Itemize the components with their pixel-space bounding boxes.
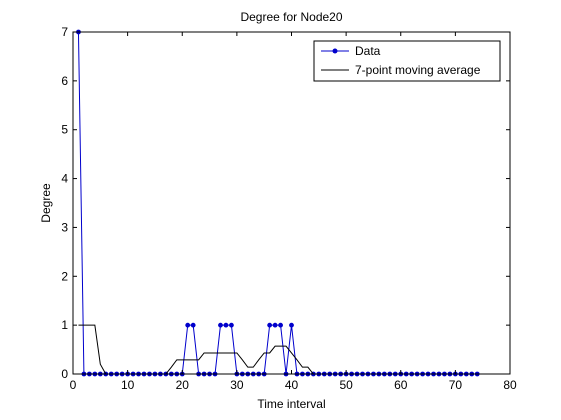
x-tick-label: 50	[339, 378, 353, 392]
data-point	[229, 322, 234, 328]
tick-layer: 0 10 20 30 40 50 60 70 80 0 1 2 3 4 5 6 7	[61, 25, 517, 392]
y-tick-label: 5	[61, 123, 68, 137]
data-point	[278, 322, 283, 328]
data-point	[223, 322, 229, 328]
data-point	[185, 322, 191, 328]
x-tick-label: 40	[285, 378, 299, 392]
legend-marker-data	[332, 48, 338, 54]
data-point	[190, 322, 196, 328]
series-line-moving-average	[78, 324, 478, 375]
x-tick-label: 10	[121, 378, 135, 392]
x-tick-label: 70	[449, 378, 463, 392]
data-point	[267, 322, 273, 328]
x-tick-label: 0	[70, 378, 77, 392]
x-tick-label: 20	[176, 378, 190, 392]
legend: Data 7-point moving average	[313, 40, 501, 82]
legend-label-moving-average: 7-point moving average	[355, 63, 481, 77]
legend-box	[313, 40, 501, 82]
y-tick-label: 1	[61, 318, 68, 332]
chart-title: Degree for Node20	[240, 10, 342, 24]
data-point	[289, 322, 294, 328]
x-axis-label: Time interval	[257, 397, 325, 411]
y-tick-label: 2	[61, 269, 68, 283]
y-tick-label: 7	[61, 25, 68, 39]
y-tick-label: 0	[61, 367, 68, 381]
plot-area	[73, 32, 510, 374]
data-point	[272, 322, 278, 328]
y-tick-label: 3	[61, 220, 68, 234]
x-tick-label: 80	[503, 378, 517, 392]
data-point	[218, 322, 223, 328]
y-tick-label: 4	[61, 172, 68, 186]
x-tick-label: 30	[230, 378, 244, 392]
y-axis-label: Degree	[39, 183, 53, 223]
legend-label-data: Data	[355, 44, 381, 58]
y-tick-label: 6	[61, 74, 68, 88]
x-tick-label: 60	[394, 378, 408, 392]
